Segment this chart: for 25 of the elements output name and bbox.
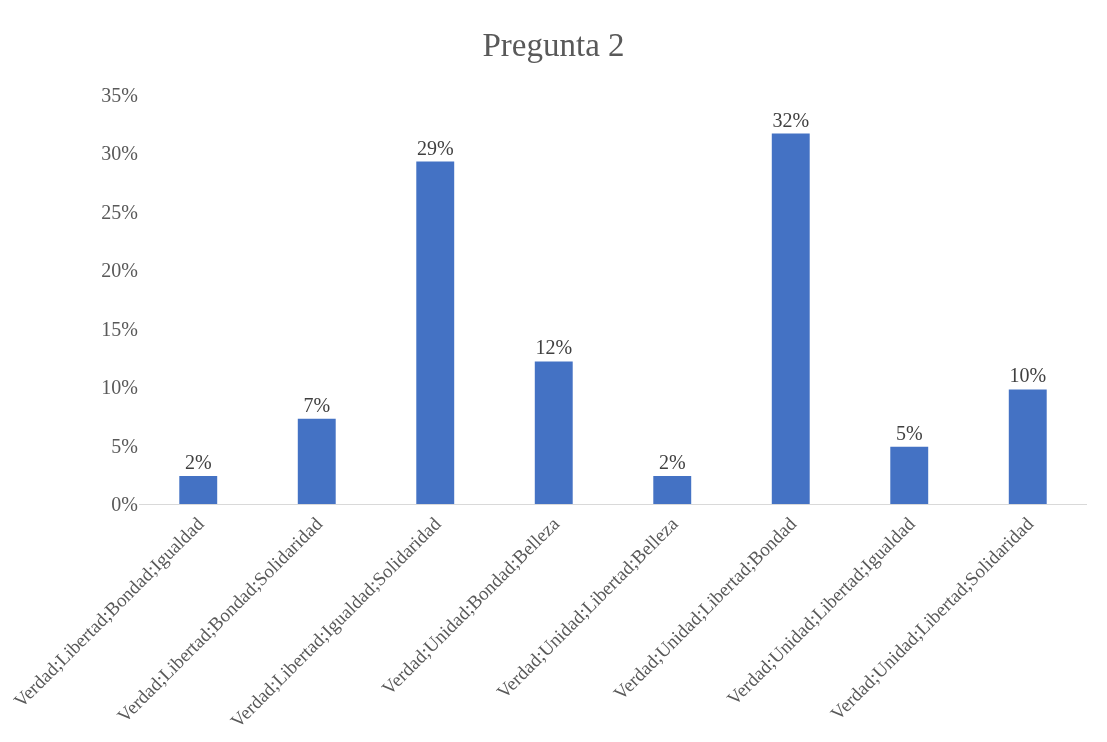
bar — [297, 418, 336, 504]
y-tick-label: 25% — [101, 200, 138, 223]
data-label: 5% — [895, 421, 923, 444]
y-tick-label: 35% — [101, 84, 138, 106]
chart-title: Pregunta 2 — [482, 27, 625, 64]
data-label: 7% — [303, 393, 331, 416]
y-tick-label: 20% — [101, 259, 138, 282]
data-label: 29% — [416, 136, 454, 159]
data-label: 12% — [535, 336, 573, 359]
bar — [416, 161, 455, 504]
data-label: 32% — [772, 108, 810, 131]
y-tick-label: 10% — [101, 376, 138, 399]
data-label: 2% — [658, 450, 686, 473]
data-label: 2% — [184, 450, 212, 473]
y-tick-label: 0% — [111, 493, 138, 515]
bar — [653, 475, 692, 504]
y-tick-label: 30% — [101, 142, 138, 165]
y-tick-label: 15% — [101, 317, 138, 340]
bar — [771, 133, 810, 504]
bar — [179, 475, 218, 504]
data-label: 10% — [1009, 364, 1047, 387]
bar — [534, 361, 573, 504]
bar — [890, 446, 929, 504]
bar — [1008, 389, 1047, 504]
y-tick-label: 5% — [111, 434, 138, 457]
